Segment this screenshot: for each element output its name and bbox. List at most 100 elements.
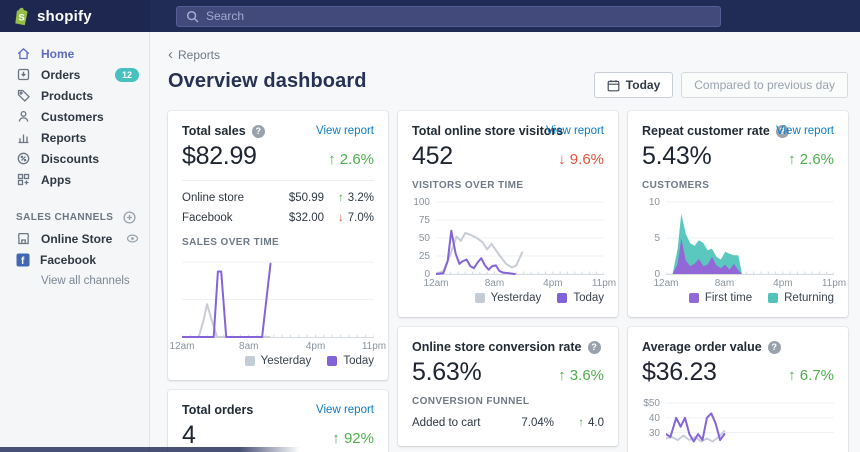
chart-legend: Yesterday Today bbox=[182, 355, 374, 367]
total-sales-change: ↑ 2.6% bbox=[328, 151, 374, 168]
legend-swatch bbox=[327, 356, 338, 366]
products-tag-icon bbox=[17, 89, 30, 102]
info-icon[interactable] bbox=[251, 124, 265, 138]
chart-legend: First time Returning bbox=[642, 292, 834, 304]
view-all-channels-link[interactable]: View all channels bbox=[41, 275, 130, 287]
sales-channels-header: SALES CHANNELS bbox=[0, 206, 149, 228]
chart-canvas bbox=[666, 402, 834, 443]
card-title: Total online store visitors bbox=[412, 124, 564, 138]
sidebar-item-discounts[interactable]: Discounts bbox=[0, 148, 149, 169]
total-orders-change: ↑ 92% bbox=[332, 430, 374, 447]
card-title: Total sales bbox=[182, 124, 246, 138]
today-button[interactable]: Today bbox=[593, 72, 674, 98]
x-axis-labels: 12am 8am 4pm 11pm bbox=[653, 278, 847, 289]
main-content: Reports Overview dashboard Today Compare… bbox=[150, 32, 860, 452]
view-report-link[interactable]: View report bbox=[316, 125, 374, 137]
up-arrow-icon: ↑ bbox=[578, 417, 584, 429]
info-icon[interactable] bbox=[775, 124, 789, 138]
y-axis-labels: 10 5 0 bbox=[648, 197, 660, 280]
legend-swatch bbox=[244, 356, 255, 366]
aov-chart: $50 40 30 bbox=[642, 398, 834, 452]
visitors-value: 452 bbox=[412, 142, 453, 170]
total-orders-card: Total orders View report 4 ↑ 92% bbox=[168, 390, 388, 452]
conversion-value: 5.63% bbox=[412, 358, 482, 386]
legend-swatch bbox=[557, 293, 568, 303]
chart-label: VISITORS OVER TIME bbox=[412, 180, 524, 191]
apps-icon bbox=[17, 173, 30, 186]
legend-swatch bbox=[688, 293, 699, 303]
conversion-change: ↑ 3.6% bbox=[558, 367, 604, 384]
y-axis-labels: $50 40 30 bbox=[643, 398, 660, 439]
y-axis-labels: 100 75 50 25 0 bbox=[413, 197, 430, 280]
sidebar-item-facebook[interactable]: f Facebook bbox=[0, 249, 149, 270]
orders-icon bbox=[17, 68, 30, 81]
sales-breakdown-row: Online store $50.99 ↑ 3.2% bbox=[182, 192, 374, 204]
chart-label: SALES OVER TIME bbox=[182, 237, 280, 248]
sidebar-item-orders[interactable]: Orders 12 bbox=[0, 64, 149, 85]
reports-icon bbox=[18, 134, 29, 144]
sidebar-item-label: Facebook bbox=[40, 252, 97, 267]
svg-text:S: S bbox=[18, 12, 24, 23]
search-box[interactable] bbox=[176, 5, 721, 27]
chart-canvas bbox=[182, 261, 374, 338]
sidebar-item-apps[interactable]: Apps bbox=[0, 169, 149, 190]
x-axis-labels: 12am 8am 4pm 11pm bbox=[169, 341, 387, 352]
legend-swatch bbox=[768, 293, 779, 303]
sidebar-item-label: Reports bbox=[41, 130, 87, 145]
divider bbox=[182, 180, 374, 181]
chart-legend: Yesterday Today bbox=[412, 292, 604, 304]
down-arrow-icon: ↓ bbox=[338, 212, 344, 224]
sidebar-item-label: Discounts bbox=[41, 151, 100, 166]
add-channel-plus-icon[interactable] bbox=[123, 210, 136, 224]
card-title: Total orders bbox=[182, 403, 254, 417]
compare-button[interactable]: Compared to previous day bbox=[681, 72, 848, 98]
view-report-link[interactable]: View report bbox=[546, 125, 604, 137]
card-title: Average order value bbox=[642, 340, 762, 354]
repeat-customer-rate-card: Repeat customer rate View report 5.43% ↑… bbox=[628, 111, 848, 317]
up-arrow-icon: ↑ bbox=[338, 192, 344, 204]
chart-canvas bbox=[666, 201, 834, 275]
page-title: Overview dashboard bbox=[168, 70, 367, 92]
svg-text:f: f bbox=[21, 256, 25, 267]
card-title: Online store conversion rate bbox=[412, 340, 582, 354]
orders-count-badge: 12 bbox=[114, 67, 139, 82]
card-title: Repeat customer rate bbox=[642, 124, 770, 138]
info-icon[interactable] bbox=[767, 340, 781, 354]
sidebar-item-label: Apps bbox=[41, 172, 71, 187]
sidebar-item-online-store[interactable]: Online Store bbox=[0, 228, 149, 249]
info-icon[interactable] bbox=[587, 340, 601, 354]
visitors-over-time-chart: 100 75 50 25 0 12am 8am 4pm 11pm bbox=[412, 197, 617, 289]
aov-value: $36.23 bbox=[642, 358, 717, 386]
repeat-rate-value: 5.43% bbox=[642, 142, 712, 170]
view-report-link[interactable]: View report bbox=[316, 404, 374, 416]
facebook-icon: f bbox=[16, 253, 30, 267]
x-axis-labels: 12am 8am 4pm 11pm bbox=[423, 278, 617, 289]
aov-change: ↑ 6.7% bbox=[788, 367, 834, 384]
legend-swatch bbox=[474, 293, 485, 303]
shopify-bag-icon: S bbox=[15, 7, 28, 25]
view-report-link[interactable]: View report bbox=[776, 125, 834, 137]
sales-breakdown-row: Facebook $32.00 ↓ 7.0% bbox=[182, 212, 374, 224]
sidebar-item-home[interactable]: Home bbox=[0, 43, 149, 64]
customers-icon bbox=[18, 110, 29, 122]
search-input[interactable] bbox=[206, 9, 711, 23]
eye-icon[interactable] bbox=[126, 232, 139, 245]
online-store-icon bbox=[17, 232, 30, 245]
chart-canvas bbox=[436, 201, 604, 275]
total-sales-value: $82.99 bbox=[182, 142, 257, 170]
logo-text: shopify bbox=[37, 7, 92, 25]
search-icon bbox=[186, 10, 199, 23]
sidebar-item-customers[interactable]: Customers bbox=[0, 106, 149, 127]
topbar: S shopify bbox=[0, 0, 860, 32]
sidebar-item-reports[interactable]: Reports bbox=[0, 127, 149, 148]
breadcrumb[interactable]: Reports bbox=[168, 48, 220, 62]
sidebar-item-products[interactable]: Products bbox=[0, 85, 149, 106]
back-chevron-icon bbox=[168, 48, 173, 62]
sidebar-item-label: Customers bbox=[41, 109, 104, 124]
shopify-logo[interactable]: S shopify bbox=[0, 0, 150, 32]
home-icon bbox=[17, 48, 30, 60]
sidebar: Home Orders 12 Products Customers Report… bbox=[0, 32, 150, 452]
visitors-card: Total online store visitors View report … bbox=[398, 111, 618, 317]
repeat-rate-change: ↑ 2.6% bbox=[788, 151, 834, 168]
